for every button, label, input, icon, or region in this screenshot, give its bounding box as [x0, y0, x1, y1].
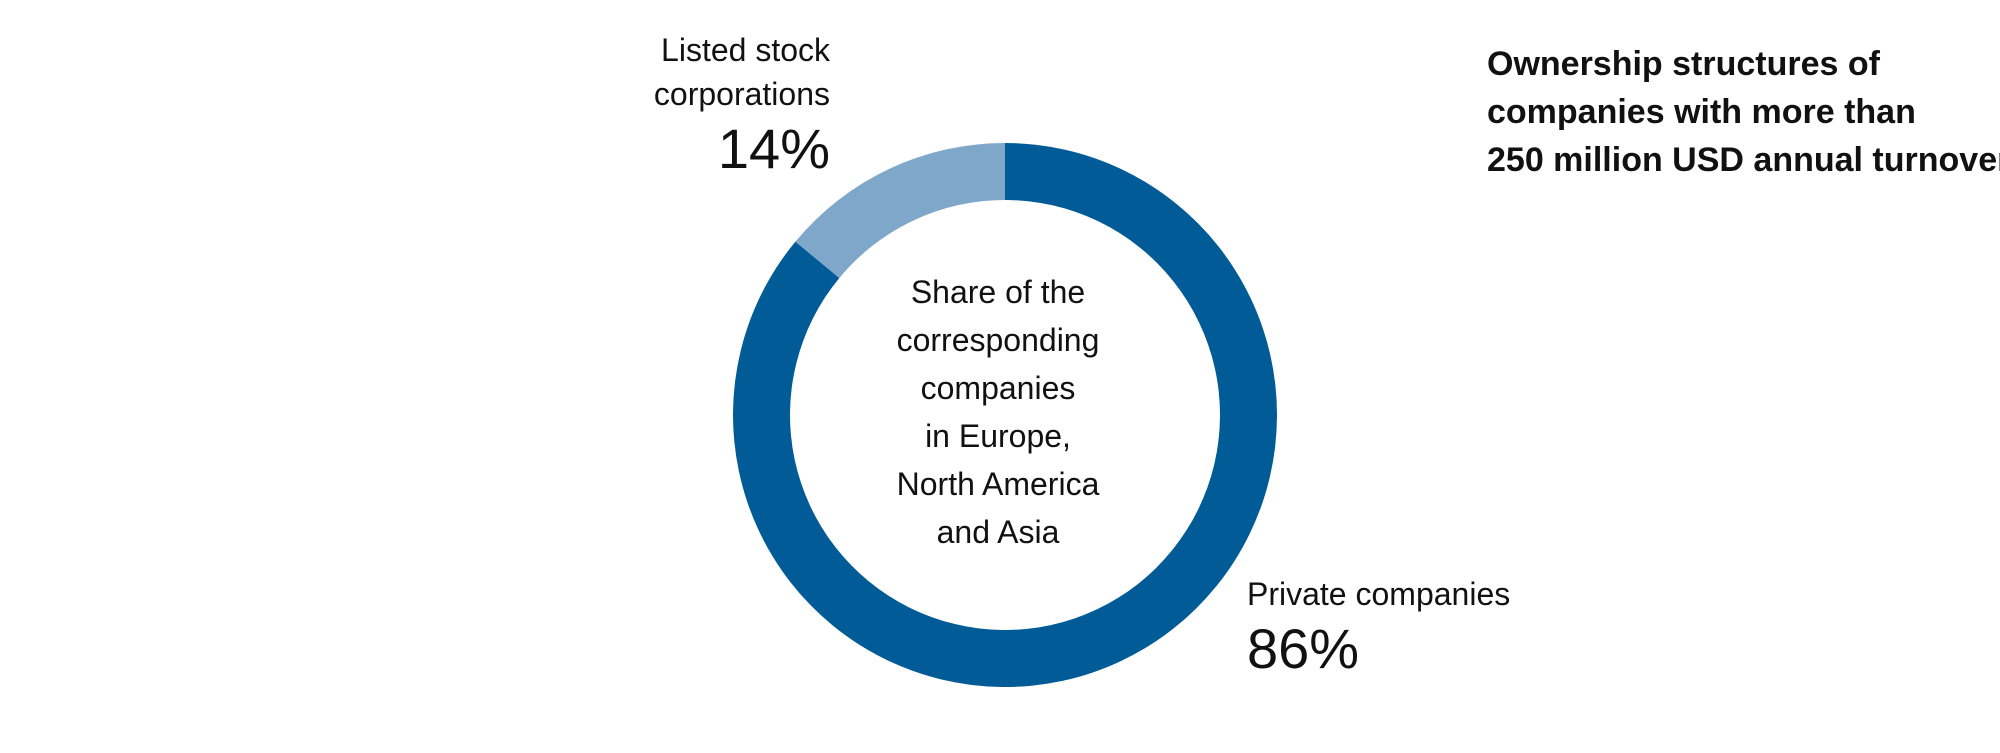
chart-title-line-2: companies with more than: [1487, 93, 1916, 131]
center-label-line-2: corresponding: [896, 322, 1100, 358]
slice-label-private-companies: Private companies 86%: [1247, 572, 1647, 682]
slice-value-private: 86%: [1247, 617, 1360, 680]
slice-label-private-name: Private companies: [1247, 576, 1511, 612]
donut-slice-listed-stock-corporations: [795, 143, 1005, 278]
slice-label-listed-name: Listed stock corporations: [560, 28, 830, 116]
slice-value-listed: 14%: [717, 117, 830, 180]
chart-title-line-3: 250 million USD annual turnover: [1487, 141, 2000, 179]
chart-title-line-1: Ownership structures of: [1487, 45, 1880, 83]
chart-title: Ownership structures of companies with m…: [1487, 40, 2000, 184]
slice-label-listed-stock-corporations: Listed stock corporations 14%: [560, 28, 830, 182]
center-label-line-4: in Europe,: [925, 418, 1071, 454]
center-label-line-3: companies: [920, 370, 1076, 406]
center-label-line-6: and Asia: [936, 514, 1060, 550]
slice-label-listed-line-1: Listed stock: [661, 32, 830, 68]
donut-center-label: Share of the corresponding companies in …: [848, 268, 1148, 556]
center-label-line-1: Share of the: [910, 274, 1086, 310]
center-label-line-5: North America: [896, 466, 1100, 502]
slice-label-listed-line-2: corporations: [653, 76, 830, 112]
